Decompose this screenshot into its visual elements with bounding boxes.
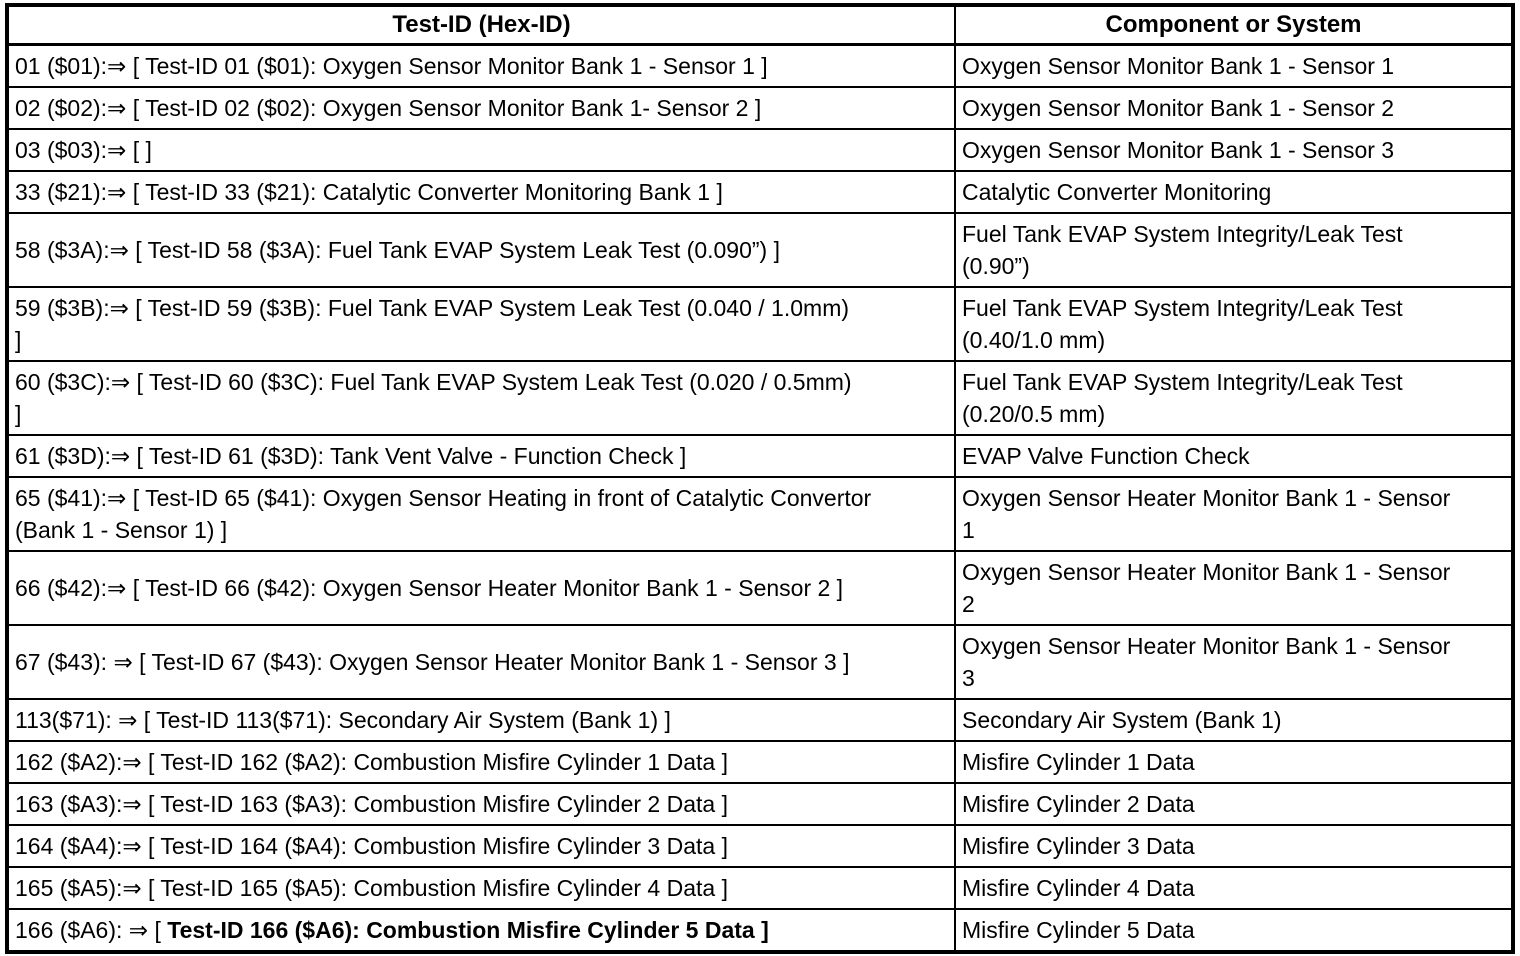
table-row: 165 ($A5):⇒ [ Test-ID 165 ($A5): Combust… — [6, 866, 1514, 910]
test-id-cell: 164 ($A4):⇒ [ Test-ID 164 ($A4): Combust… — [6, 824, 956, 868]
test-id-text: Test-ID 166 ($A6): Combustion Misfire Cy… — [167, 917, 769, 943]
header-row: Test-ID (Hex-ID) Component or System — [6, 4, 1514, 46]
table-row: 01 ($01):⇒ [ Test-ID 01 ($01): Oxygen Se… — [6, 43, 1514, 88]
test-id-text: 60 ($3C):⇒ [ Test-ID 60 ($3C): Fuel Tank… — [15, 369, 852, 427]
table-row: 166 ($A6): ⇒ [ Test-ID 166 ($A6): Combus… — [6, 908, 1514, 953]
test-id-cell: 03 ($03):⇒ [ ] — [6, 128, 956, 172]
test-id-cell: 162 ($A2):⇒ [ Test-ID 162 ($A2): Combust… — [6, 740, 956, 784]
component-cell: Secondary Air System (Bank 1) — [954, 698, 1514, 742]
table-body: 01 ($01):⇒ [ Test-ID 01 ($01): Oxygen Se… — [6, 43, 1514, 953]
test-id-text: 164 ($A4):⇒ [ Test-ID 164 ($A4): Combust… — [15, 833, 728, 859]
test-id-cell: 67 ($43): ⇒ [ Test-ID 67 ($43): Oxygen S… — [6, 624, 956, 700]
test-id-text: 33 ($21):⇒ [ Test-ID 33 ($21): Catalytic… — [15, 179, 723, 205]
table-row: 03 ($03):⇒ [ ] Oxygen Sensor Monitor Bank… — [6, 128, 1514, 172]
component-cell: Misfire Cylinder 2 Data — [954, 782, 1514, 826]
component-cell: Fuel Tank EVAP System Integrity/Leak Tes… — [954, 212, 1514, 288]
table-row: 66 ($42):⇒ [ Test-ID 66 ($42): Oxygen Se… — [6, 550, 1514, 626]
test-id-cell: 165 ($A5):⇒ [ Test-ID 165 ($A5): Combust… — [6, 866, 956, 910]
table-row: 162 ($A2):⇒ [ Test-ID 162 ($A2): Combust… — [6, 740, 1514, 784]
test-id-cell: 65 ($41):⇒ [ Test-ID 65 ($41): Oxygen Se… — [6, 476, 956, 552]
table-row: 113($71): ⇒ [ Test-ID 113($71): Secondar… — [6, 698, 1514, 742]
test-id-cell: 60 ($3C):⇒ [ Test-ID 60 ($3C): Fuel Tank… — [6, 360, 956, 436]
test-id-text: 03 ($03):⇒ [ ] — [15, 137, 152, 163]
test-id-cell: 33 ($21):⇒ [ Test-ID 33 ($21): Catalytic… — [6, 170, 956, 214]
test-id-text: 67 ($43): ⇒ [ Test-ID 67 ($43): Oxygen S… — [15, 649, 850, 675]
test-id-text: 58 ($3A):⇒ [ Test-ID 58 ($3A): Fuel Tank… — [15, 237, 780, 263]
component-cell: Oxygen Sensor Heater Monitor Bank 1 - Se… — [954, 550, 1514, 626]
component-cell: Catalytic Converter Monitoring — [954, 170, 1514, 214]
test-id-cell: 166 ($A6): ⇒ [ Test-ID 166 ($A6): Combus… — [6, 908, 956, 953]
test-id-text: 02 ($02):⇒ [ Test-ID 02 ($02): Oxygen Se… — [15, 95, 762, 121]
column-header-test-id: Test-ID (Hex-ID) — [6, 4, 956, 46]
table-row: 164 ($A4):⇒ [ Test-ID 164 ($A4): Combust… — [6, 824, 1514, 868]
test-id-text: 01 ($01):⇒ [ Test-ID 01 ($01): Oxygen Se… — [15, 53, 768, 79]
table-row: 59 ($3B):⇒ [ Test-ID 59 ($3B): Fuel Tank… — [6, 286, 1514, 362]
test-id-cell: 58 ($3A):⇒ [ Test-ID 58 ($3A): Fuel Tank… — [6, 212, 956, 288]
test-id-cell: 113($71): ⇒ [ Test-ID 113($71): Secondar… — [6, 698, 956, 742]
test-id-text: 162 ($A2):⇒ [ Test-ID 162 ($A2): Combust… — [15, 749, 728, 775]
test-id-text: 59 ($3B):⇒ [ Test-ID 59 ($3B): Fuel Tank… — [15, 295, 850, 353]
test-id-text: 65 ($41):⇒ [ Test-ID 65 ($41): Oxygen Se… — [15, 485, 872, 543]
component-cell: Oxygen Sensor Monitor Bank 1 - Sensor 2 — [954, 86, 1514, 130]
component-cell: Oxygen Sensor Monitor Bank 1 - Sensor 1 — [954, 43, 1514, 88]
table-row: 02 ($02):⇒ [ Test-ID 02 ($02): Oxygen Se… — [6, 86, 1514, 130]
table-row: 60 ($3C):⇒ [ Test-ID 60 ($3C): Fuel Tank… — [6, 360, 1514, 436]
table-row: 67 ($43): ⇒ [ Test-ID 67 ($43): Oxygen S… — [6, 624, 1514, 700]
test-id-cell: 59 ($3B):⇒ [ Test-ID 59 ($3B): Fuel Tank… — [6, 286, 956, 362]
test-id-table: Test-ID (Hex-ID) Component or System 01 … — [5, 3, 1515, 954]
component-cell: Misfire Cylinder 5 Data — [954, 908, 1514, 953]
component-cell: Oxygen Sensor Monitor Bank 1 - Sensor 3 — [954, 128, 1514, 172]
component-cell: Misfire Cylinder 4 Data — [954, 866, 1514, 910]
test-id-text: 166 ($A6): ⇒ [ — [15, 917, 168, 943]
column-header-component: Component or System — [954, 4, 1514, 46]
test-id-cell: 163 ($A3):⇒ [ Test-ID 163 ($A3): Combust… — [6, 782, 956, 826]
table-row: 33 ($21):⇒ [ Test-ID 33 ($21): Catalytic… — [6, 170, 1514, 214]
table-row: 61 ($3D):⇒ [ Test-ID 61 ($3D): Tank Vent… — [6, 434, 1514, 478]
test-id-cell: 61 ($3D):⇒ [ Test-ID 61 ($3D): Tank Vent… — [6, 434, 956, 478]
component-cell: EVAP Valve Function Check — [954, 434, 1514, 478]
test-id-text: 66 ($42):⇒ [ Test-ID 66 ($42): Oxygen Se… — [15, 575, 844, 601]
component-cell: Oxygen Sensor Heater Monitor Bank 1 - Se… — [954, 624, 1514, 700]
table-row: 65 ($41):⇒ [ Test-ID 65 ($41): Oxygen Se… — [6, 476, 1514, 552]
test-id-text: 165 ($A5):⇒ [ Test-ID 165 ($A5): Combust… — [15, 875, 728, 901]
test-id-text: 61 ($3D):⇒ [ Test-ID 61 ($3D): Tank Vent… — [15, 443, 687, 469]
component-cell: Misfire Cylinder 1 Data — [954, 740, 1514, 784]
table-row: 163 ($A3):⇒ [ Test-ID 163 ($A3): Combust… — [6, 782, 1514, 826]
component-cell: Fuel Tank EVAP System Integrity/Leak Tes… — [954, 360, 1514, 436]
component-cell: Misfire Cylinder 3 Data — [954, 824, 1514, 868]
component-cell: Oxygen Sensor Heater Monitor Bank 1 - Se… — [954, 476, 1514, 552]
component-cell: Fuel Tank EVAP System Integrity/Leak Tes… — [954, 286, 1514, 362]
test-id-cell: 02 ($02):⇒ [ Test-ID 02 ($02): Oxygen Se… — [6, 86, 956, 130]
test-id-cell: 01 ($01):⇒ [ Test-ID 01 ($01): Oxygen Se… — [6, 43, 956, 88]
test-id-text: 113($71): ⇒ [ Test-ID 113($71): Secondar… — [15, 707, 671, 733]
test-id-text: 163 ($A3):⇒ [ Test-ID 163 ($A3): Combust… — [15, 791, 728, 817]
test-id-cell: 66 ($42):⇒ [ Test-ID 66 ($42): Oxygen Se… — [6, 550, 956, 626]
table-row: 58 ($3A):⇒ [ Test-ID 58 ($3A): Fuel Tank… — [6, 212, 1514, 288]
